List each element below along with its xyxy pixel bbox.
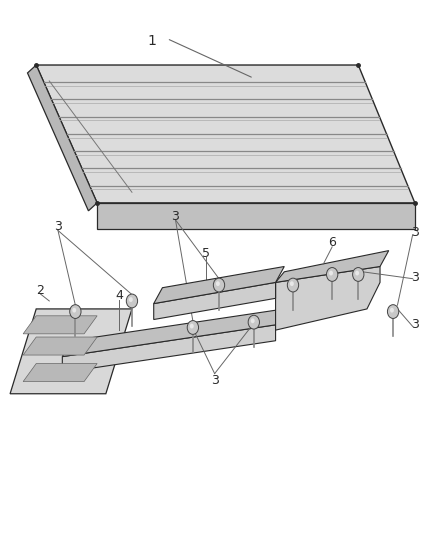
Circle shape [251,318,254,323]
Circle shape [329,271,333,276]
Text: 3: 3 [411,318,419,332]
Polygon shape [23,364,97,382]
Circle shape [216,281,220,286]
Text: 3: 3 [54,220,62,233]
Circle shape [248,316,259,329]
Text: 4: 4 [115,289,123,302]
Text: 5: 5 [202,247,210,260]
Polygon shape [62,325,276,373]
Circle shape [290,281,294,286]
Text: 2: 2 [37,284,45,297]
Text: 3: 3 [211,374,219,387]
Circle shape [388,305,399,318]
Polygon shape [23,316,97,334]
Polygon shape [154,266,284,304]
Polygon shape [36,65,415,203]
Circle shape [213,278,225,292]
Text: 3: 3 [172,209,180,223]
Circle shape [72,308,76,312]
Polygon shape [276,251,389,282]
Polygon shape [62,309,284,357]
Text: 1: 1 [147,34,156,48]
Circle shape [353,268,364,281]
Polygon shape [276,266,380,330]
Circle shape [70,305,81,318]
Circle shape [129,297,133,302]
Polygon shape [154,282,276,319]
Circle shape [390,308,394,312]
Text: 6: 6 [328,236,336,249]
Polygon shape [23,337,97,355]
Circle shape [355,271,359,276]
Circle shape [287,278,299,292]
Polygon shape [28,65,97,211]
Text: 3: 3 [411,271,419,284]
Polygon shape [97,203,415,229]
Circle shape [187,320,198,334]
Circle shape [126,294,138,308]
Polygon shape [10,309,132,394]
Circle shape [326,268,338,281]
Text: 3: 3 [411,225,419,239]
Circle shape [190,324,194,328]
